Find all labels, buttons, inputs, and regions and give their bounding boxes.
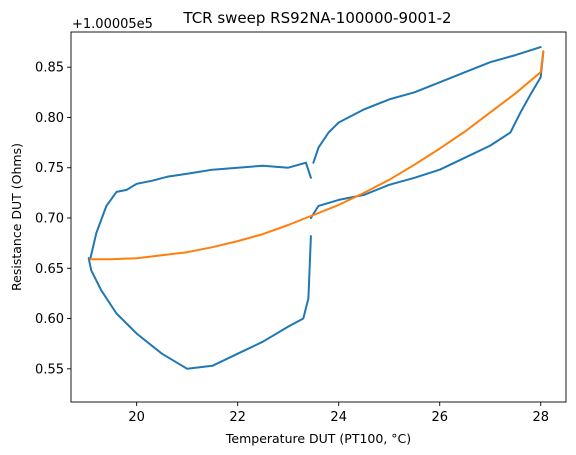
- y-tick-label: 0.60: [35, 312, 64, 327]
- x-tick-label: 22: [229, 410, 246, 425]
- series-1-segment-3: [309, 51, 545, 219]
- x-axis: 20 22 24 26 28: [128, 402, 549, 425]
- x-tick-label: 28: [532, 410, 549, 425]
- series-1-segment-4: [87, 235, 312, 370]
- chart-title: TCR sweep RS92NA-100000-9001-2: [182, 9, 451, 27]
- x-tick-label: 24: [330, 410, 347, 425]
- y-tick-label: 0.80: [35, 111, 64, 126]
- y-tick-label: 0.85: [35, 61, 64, 76]
- series-2-line: [89, 50, 545, 261]
- series-1-segment-2: [312, 46, 542, 164]
- y-tick-label: 0.55: [35, 362, 64, 377]
- y-tick-label: 0.70: [35, 212, 64, 227]
- y-axis: 0.55 0.60 0.65 0.70 0.75 0.80 0.85: [35, 61, 71, 377]
- axes-frame: [70, 31, 567, 403]
- series-layer: [87, 46, 545, 370]
- x-tick-label: 20: [128, 410, 145, 425]
- plot-area: [70, 31, 567, 403]
- y-tick-label: 0.75: [35, 161, 64, 176]
- x-tick-label: 26: [431, 410, 448, 425]
- series-1-segment-1: [89, 161, 312, 261]
- y-tick-label: 0.65: [35, 262, 64, 277]
- y-offset-label: +1.00005e5: [72, 17, 153, 32]
- x-axis-label: Temperature DUT (PT100, °C): [225, 431, 411, 446]
- y-axis-label: Resistance DUT (Ohms): [9, 143, 24, 291]
